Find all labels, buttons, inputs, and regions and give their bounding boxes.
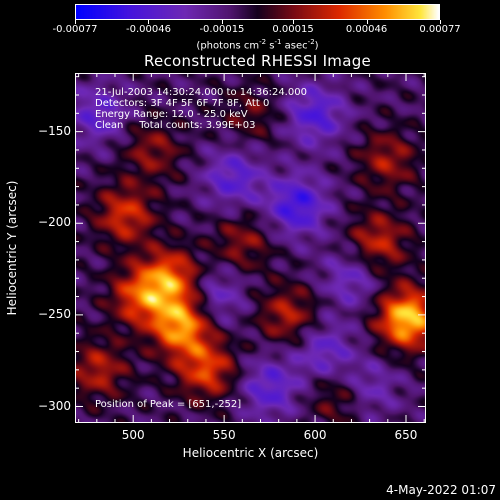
x-axis-label: Heliocentric X (arcsec) bbox=[182, 446, 319, 460]
colorbar-tick-label: 0.00015 bbox=[272, 24, 314, 35]
info-detectors: Detectors: 3F 4F 5F 6F 7F 8F, Att 0 bbox=[95, 98, 270, 109]
colorbar-tick bbox=[148, 20, 150, 24]
info-time-range: 21-Jul-2003 14:30:24.000 to 14:36:24.000 bbox=[95, 87, 307, 98]
chart-title: Reconstructed RHESSI Image bbox=[143, 52, 372, 70]
colorbar-tick bbox=[221, 20, 223, 24]
colorbar-tick bbox=[75, 20, 76, 24]
colorbar-tick-label: -0.00015 bbox=[199, 24, 245, 35]
y-axis-label: Heliocentric Y (arcsec) bbox=[5, 180, 19, 316]
colorbar-tick-label: 0.00046 bbox=[345, 24, 388, 35]
colorbar-tick bbox=[293, 20, 295, 24]
x-tick-label: 550 bbox=[212, 428, 236, 442]
colorbar bbox=[75, 4, 440, 20]
colorbar-tick-label: -0.00077 bbox=[52, 24, 98, 35]
y-tick-label: −150 bbox=[38, 123, 71, 138]
x-tick-label: 650 bbox=[394, 428, 418, 442]
heatmap-image bbox=[76, 74, 425, 422]
y-tick-label: −300 bbox=[38, 398, 71, 413]
timestamp: 4-May-2022 01:07 bbox=[386, 483, 496, 497]
y-tick-label: −200 bbox=[38, 215, 71, 230]
x-tick-label: 500 bbox=[121, 428, 145, 442]
info-energy-range: Energy Range: 12.0 - 25.0 keV bbox=[95, 109, 248, 120]
peak-position-label: Position of Peak = [651,-252] bbox=[95, 399, 242, 410]
colorbar-tick-label: 0.00077 bbox=[419, 24, 461, 35]
info-counts: Clean Total counts: 3.99E+03 bbox=[95, 120, 256, 131]
colorbar-units: (photons cm-2 s-1 asec-2) bbox=[196, 38, 319, 52]
info-block: 21-Jul-2003 14:30:24.000 to 14:36:24.000… bbox=[95, 87, 307, 131]
y-tick-label: −250 bbox=[38, 306, 71, 321]
x-tick-label: 600 bbox=[303, 428, 327, 442]
colorbar-tick bbox=[366, 20, 368, 24]
colorbar-tick-label: -0.00046 bbox=[125, 24, 171, 35]
colorbar-tick bbox=[440, 20, 441, 24]
plot-area: 21-Jul-2003 14:30:24.000 to 14:36:24.000… bbox=[75, 73, 426, 423]
